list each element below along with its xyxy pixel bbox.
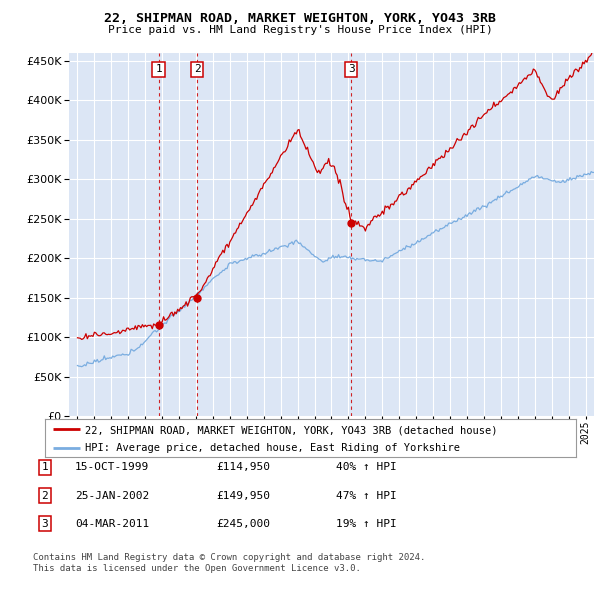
Text: 15-OCT-1999: 15-OCT-1999 — [75, 463, 149, 472]
Text: 47% ↑ HPI: 47% ↑ HPI — [336, 491, 397, 500]
Text: 1: 1 — [155, 64, 162, 74]
Text: 22, SHIPMAN ROAD, MARKET WEIGHTON, YORK, YO43 3RB: 22, SHIPMAN ROAD, MARKET WEIGHTON, YORK,… — [104, 12, 496, 25]
Text: This data is licensed under the Open Government Licence v3.0.: This data is licensed under the Open Gov… — [33, 565, 361, 573]
Text: 1: 1 — [41, 463, 49, 472]
Text: £114,950: £114,950 — [216, 463, 270, 472]
Text: Contains HM Land Registry data © Crown copyright and database right 2024.: Contains HM Land Registry data © Crown c… — [33, 553, 425, 562]
Text: Price paid vs. HM Land Registry's House Price Index (HPI): Price paid vs. HM Land Registry's House … — [107, 25, 493, 35]
Text: £245,000: £245,000 — [216, 519, 270, 529]
Text: £149,950: £149,950 — [216, 491, 270, 500]
Text: 3: 3 — [41, 519, 49, 529]
Text: 25-JAN-2002: 25-JAN-2002 — [75, 491, 149, 500]
Text: 2: 2 — [194, 64, 200, 74]
Text: HPI: Average price, detached house, East Riding of Yorkshire: HPI: Average price, detached house, East… — [85, 444, 460, 454]
Text: 22, SHIPMAN ROAD, MARKET WEIGHTON, YORK, YO43 3RB (detached house): 22, SHIPMAN ROAD, MARKET WEIGHTON, YORK,… — [85, 425, 497, 435]
Text: 19% ↑ HPI: 19% ↑ HPI — [336, 519, 397, 529]
Text: 3: 3 — [348, 64, 355, 74]
Text: 04-MAR-2011: 04-MAR-2011 — [75, 519, 149, 529]
Text: 40% ↑ HPI: 40% ↑ HPI — [336, 463, 397, 472]
Text: 2: 2 — [41, 491, 49, 500]
